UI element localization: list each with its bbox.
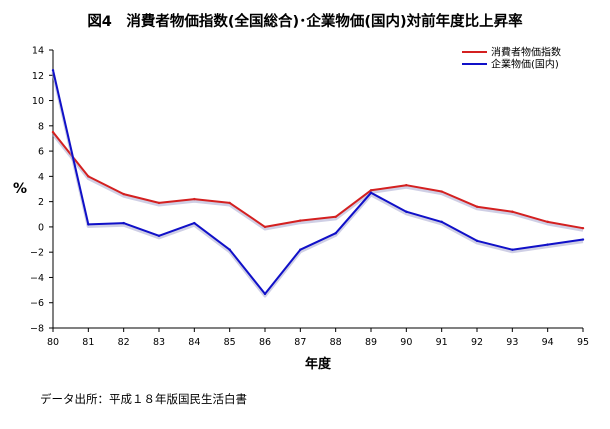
data-point — [475, 205, 479, 208]
x-tick-label: 90 — [400, 337, 412, 348]
series-line-2 — [52, 69, 584, 295]
x-axis-label: 年度 — [305, 356, 332, 372]
y-tick-label: 10 — [32, 96, 44, 107]
x-tick-label: 85 — [224, 337, 236, 348]
data-point — [228, 248, 231, 251]
data-point — [122, 221, 125, 225]
y-tick-label: 0 — [38, 222, 44, 233]
data-point — [193, 197, 196, 201]
x-tick-label: 93 — [506, 337, 518, 348]
x-tick-label: 84 — [188, 337, 200, 348]
data-point — [193, 221, 196, 225]
x-tick-label: 80 — [47, 337, 59, 348]
data-point — [157, 234, 161, 237]
y-tick-label: −4 — [30, 273, 44, 284]
x-tick-label: 89 — [365, 337, 377, 348]
y-axis-label: % — [13, 181, 27, 197]
data-point — [546, 220, 549, 224]
source-note: データ出所：平成１８年版国民生活白書 — [40, 392, 247, 406]
x-tick-label: 86 — [259, 337, 271, 348]
legend-label-2: 企業物価(国内) — [491, 58, 559, 71]
data-point — [299, 219, 302, 222]
y-tick-label: −8 — [30, 324, 44, 335]
y-tick-label: 12 — [32, 71, 44, 82]
data-point — [157, 201, 161, 205]
y-tick-label: −6 — [30, 298, 44, 309]
x-tick-label: 87 — [294, 337, 306, 348]
data-point — [87, 223, 90, 226]
series-shadow-2 — [51, 71, 584, 298]
data-point — [122, 192, 125, 196]
data-point — [334, 232, 337, 235]
chart-title: 図4 消費者物価指数(全国総合)･企業物価(国内)対前年度比上昇率 — [87, 14, 523, 30]
data-point — [405, 184, 408, 187]
data-point — [87, 175, 90, 178]
data-point — [405, 210, 408, 213]
data-point — [581, 226, 585, 230]
data-point — [369, 189, 373, 192]
y-tick-label: 14 — [32, 46, 44, 57]
data-point — [334, 215, 337, 218]
axes — [49, 49, 584, 332]
y-tick-label: 6 — [38, 147, 44, 158]
data-point — [263, 225, 267, 229]
x-tick-label: 92 — [471, 337, 483, 348]
data-point — [369, 191, 373, 194]
data-point — [511, 210, 514, 213]
series-lines — [51, 69, 585, 298]
data-point — [475, 239, 479, 243]
data-point — [51, 130, 55, 134]
x-tick-label: 82 — [118, 337, 130, 348]
x-tick-label: 81 — [82, 337, 94, 348]
x-tick-label: 95 — [577, 337, 589, 348]
x-tick-label: 83 — [153, 337, 165, 348]
series-line-1 — [52, 131, 584, 230]
data-point — [440, 220, 443, 224]
series-shadow-1 — [51, 133, 584, 232]
x-tick-label: 91 — [436, 337, 448, 348]
data-point — [51, 69, 55, 72]
legend-label-1: 消費者物価指数 — [491, 46, 561, 59]
y-tick-label: 2 — [38, 197, 44, 208]
x-tick-label: 94 — [542, 337, 554, 348]
y-tick-label: −2 — [30, 248, 44, 259]
data-point — [263, 292, 267, 296]
y-tick-label: 4 — [38, 172, 44, 183]
x-tick-label: 88 — [330, 337, 342, 348]
data-point — [511, 248, 514, 251]
y-tick-label: 8 — [38, 121, 44, 132]
data-point — [228, 201, 231, 205]
data-point — [299, 248, 302, 251]
data-point — [440, 190, 443, 193]
data-point — [581, 238, 585, 241]
data-point — [546, 243, 549, 246]
